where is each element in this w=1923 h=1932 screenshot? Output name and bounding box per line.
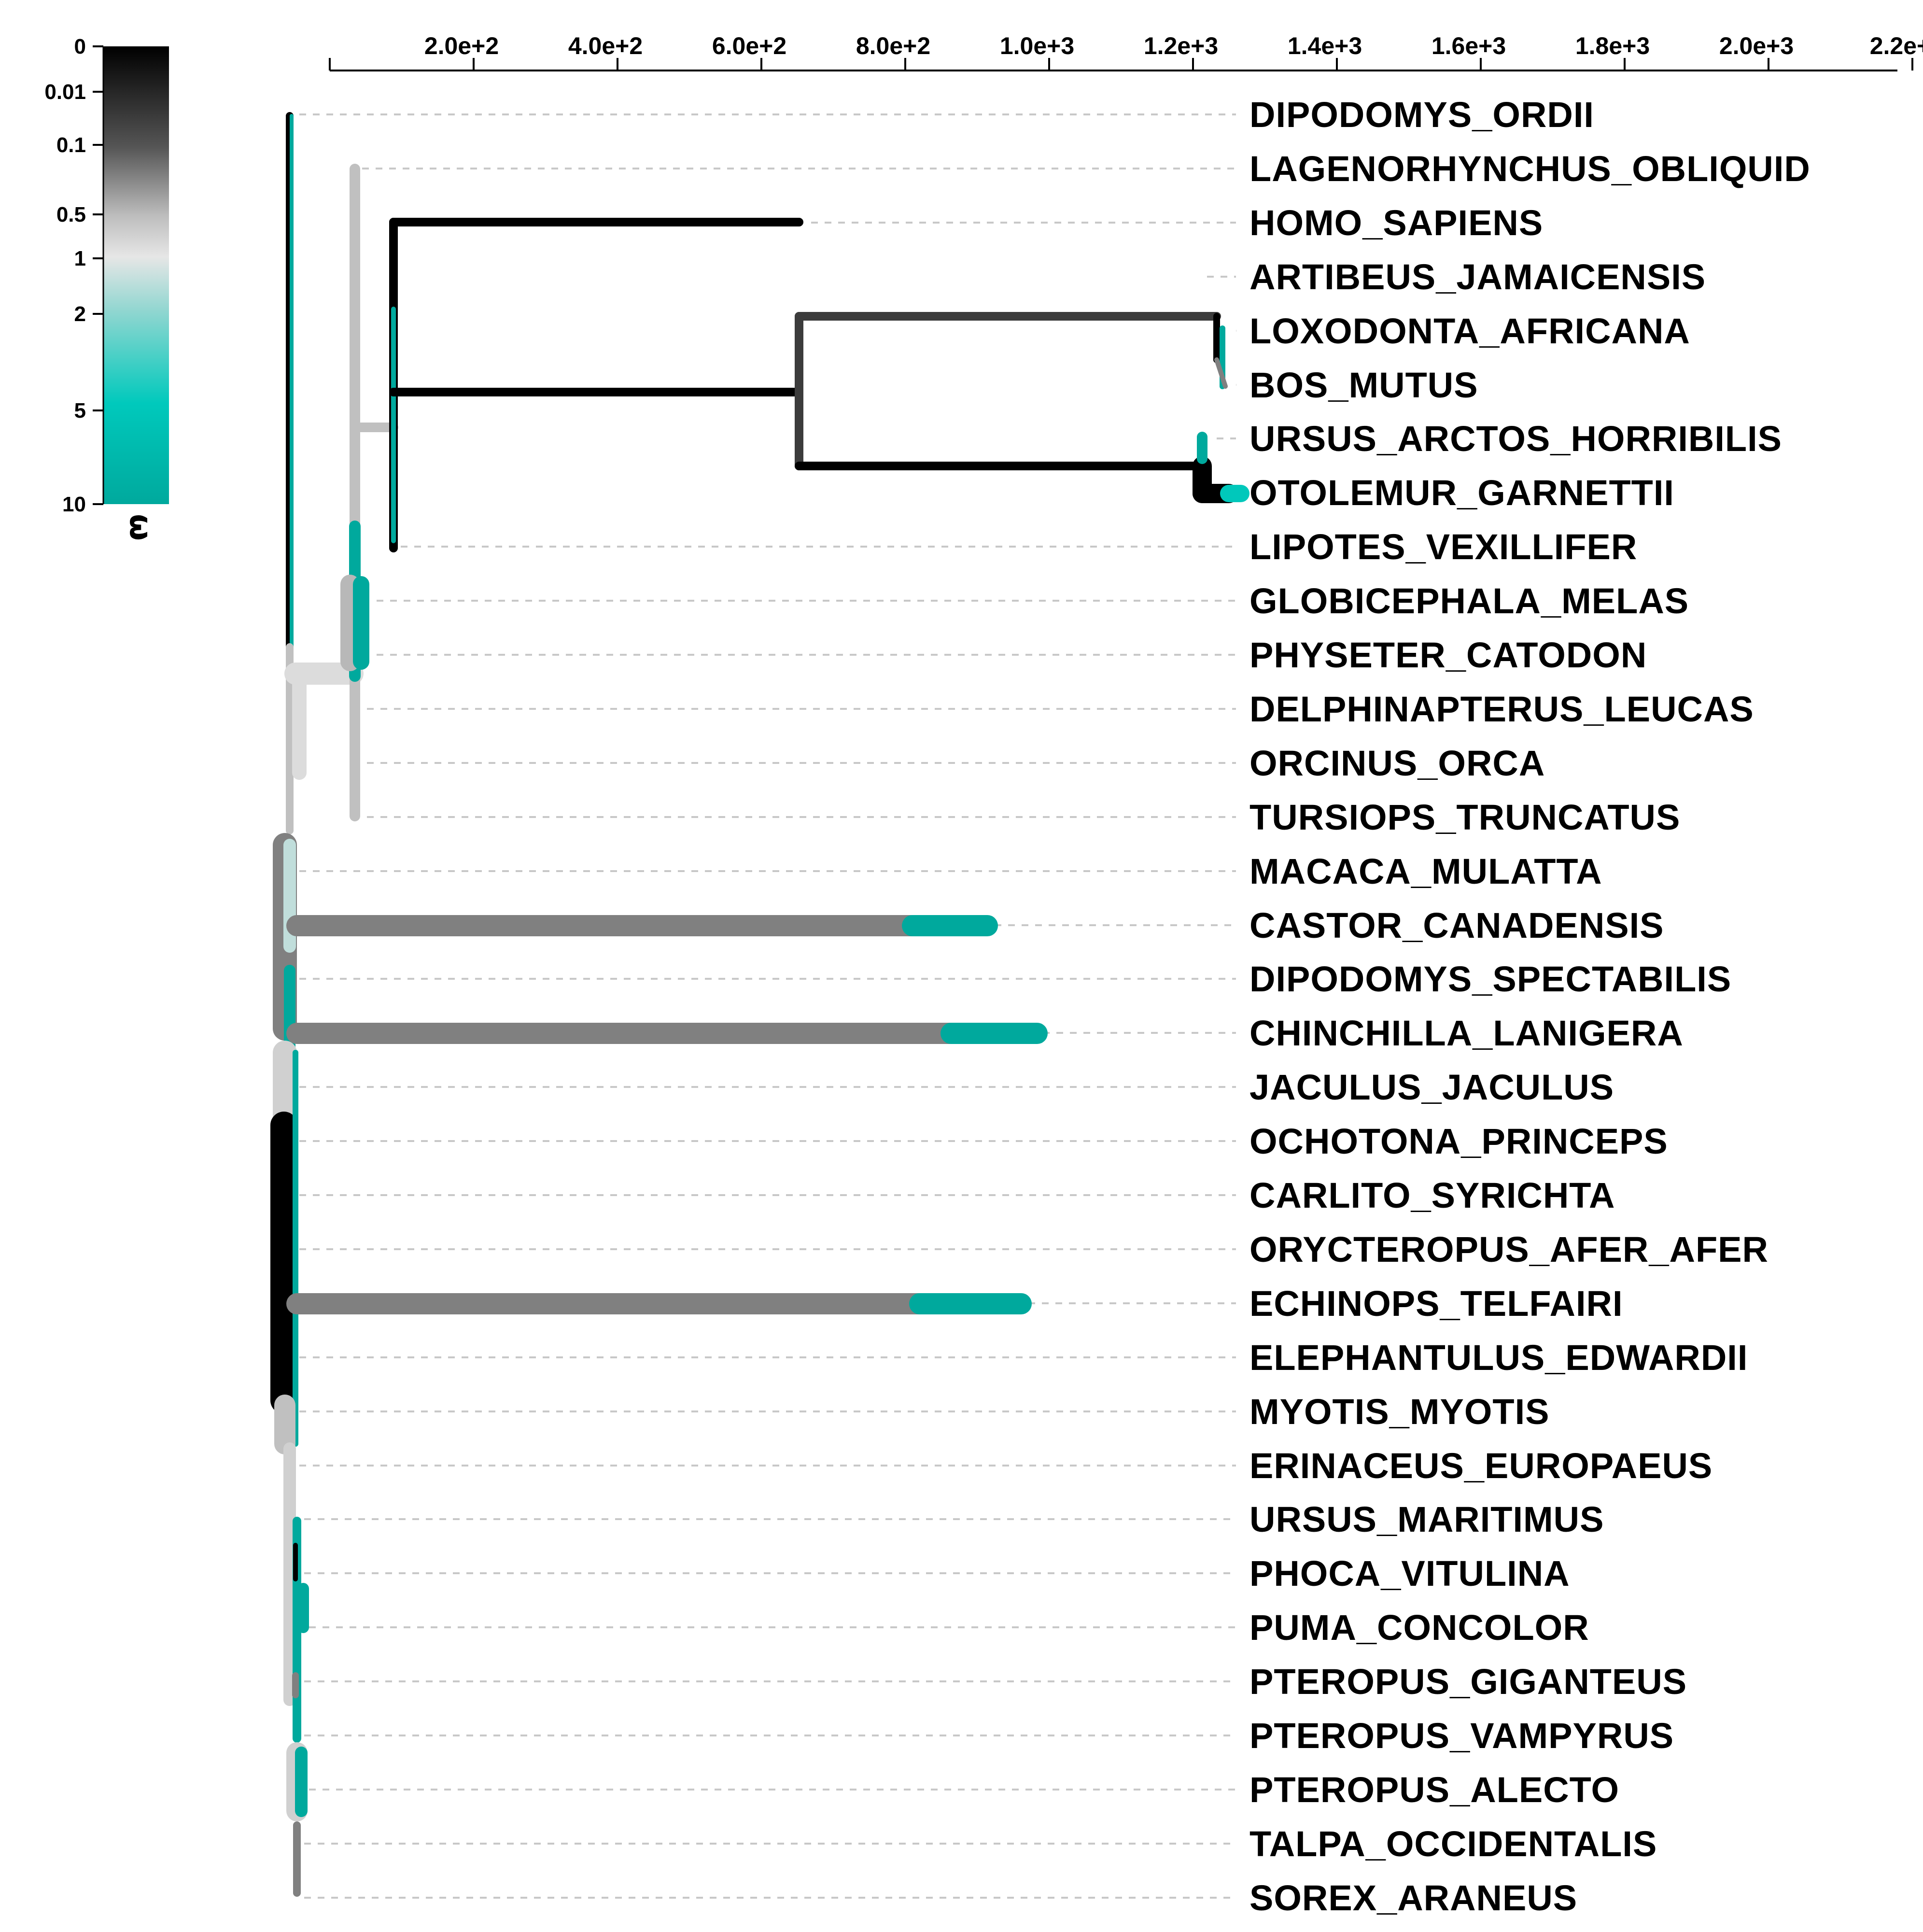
bos-tip [1214, 357, 1228, 389]
omega-legend: 0 0.01 0.1 0.5 1 2 5 10 ω [44, 35, 169, 541]
leaf-label: PTEROPUS_GIGANTEUS [1249, 1662, 1687, 1702]
axis-tick-label: 2.2e+ [1870, 32, 1923, 59]
leaf-label: TURSIOPS_TRUNCATUS [1249, 797, 1680, 837]
leaf-label: MACACA_MULATTA [1249, 851, 1602, 891]
leaf-label: ELEPHANTULUS_EDWARDII [1249, 1338, 1748, 1378]
axis-tick-label: 2.0e+2 [424, 32, 499, 59]
axis-tick-label: 8.0e+2 [856, 32, 930, 59]
omega-legend-tick-label: 5 [74, 399, 86, 423]
leaf-label: LOXODONTA_AFRICANA [1249, 311, 1690, 351]
leaf-label: ECHINOPS_TELFAIRI [1249, 1283, 1623, 1324]
axis-tick-label: 1.0e+3 [1000, 32, 1074, 59]
time-axis: 2.0e+2 4.0e+2 6.0e+2 8.0e+2 1.0e+3 1.2e+3 1.4e… [329, 32, 1923, 71]
omega-legend-tick-label: 0.5 [56, 203, 86, 226]
leaf-label: URSUS_MARITIMUS [1249, 1499, 1604, 1539]
leaf-label: PHYSETER_CATODON [1249, 635, 1647, 675]
axis-tick-label: 2.0e+3 [1719, 32, 1794, 59]
leaf-label: LIPOTES_VEXILLIFER [1249, 527, 1637, 567]
leaf-label: CARLITO_SYRICHTA [1249, 1175, 1615, 1215]
leaf-label: PTEROPUS_ALECTO [1249, 1770, 1619, 1810]
omega-colorbar [103, 46, 169, 504]
axis-tick-label: 1.6e+3 [1432, 32, 1506, 59]
leaf-label: PUMA_CONCOLOR [1249, 1608, 1589, 1648]
leaf-label: URSUS_ARCTOS_HORRIBILIS [1249, 419, 1782, 459]
leaf-label: OTOLEMUR_GARNETTII [1249, 473, 1674, 513]
leaf-label: PTEROPUS_VAMPYRUS [1249, 1716, 1674, 1756]
axis-tick-label: 6.0e+2 [712, 32, 786, 59]
leaf-label: HOMO_SAPIENS [1249, 203, 1543, 243]
leaf-label: GLOBICEPHALA_MELAS [1249, 581, 1689, 621]
leaf-label: OCHOTONA_PRINCEPS [1249, 1121, 1668, 1161]
leaf-label: CHINCHILLA_LANIGERA [1249, 1013, 1684, 1053]
leaf-label: PHOCA_VITULINA [1249, 1553, 1570, 1594]
leaf-labels: DIPODOMYS_ORDII LAGENORHYNCHUS_OBLIQUID HO… [1249, 95, 1811, 1918]
leaf-label: DIPODOMYS_SPECTABILIS [1249, 959, 1731, 999]
leaf-label: JACULUS_JACULUS [1249, 1067, 1614, 1107]
leaf-label: ERINACEUS_EUROPAEUS [1249, 1446, 1712, 1486]
omega-legend-ticks: 0 0.01 0.1 0.5 1 2 5 10 [44, 35, 104, 516]
omega-legend-tick-label: 2 [74, 302, 86, 326]
leaf-label: ORYCTEROPUS_AFER_AFER [1249, 1229, 1769, 1269]
leaf-label: LAGENORHYNCHUS_OBLIQUID [1249, 149, 1811, 189]
omega-legend-tick-label: 1 [74, 247, 86, 270]
leaf-label: CASTOR_CANADENSIS [1249, 905, 1664, 945]
leaf-label: SOREX_ARANEUS [1249, 1878, 1577, 1918]
omega-legend-tick-label: 0.1 [56, 133, 86, 157]
tree-branches [270, 112, 1249, 1897]
leaf-label: DIPODOMYS_ORDII [1249, 95, 1594, 135]
omega-legend-tick-label: 10 [62, 493, 86, 516]
leaf-guides [299, 113, 1246, 1899]
leaf-label: TALPA_OCCIDENTALIS [1249, 1824, 1657, 1864]
axis-tick-label: 4.0e+2 [568, 32, 643, 59]
leaf-label: DELPHINAPTERUS_LEUCAS [1249, 689, 1754, 729]
leaf-label: ARTIBEUS_JAMAICENSIS [1249, 257, 1706, 297]
omega-legend-tick-label: 0.01 [44, 80, 86, 104]
axis-ticks: 2.0e+2 4.0e+2 6.0e+2 8.0e+2 1.0e+3 1.2e+3 1.4e… [329, 32, 1923, 71]
omega-legend-title: ω [123, 514, 158, 541]
leaf-label: MYOTIS_MYOTIS [1249, 1392, 1550, 1432]
leaf-label: BOS_MUTUS [1249, 365, 1478, 405]
leaf-label: ORCINUS_ORCA [1249, 743, 1545, 783]
axis-tick-label: 1.2e+3 [1144, 32, 1218, 59]
axis-tick-label: 1.8e+3 [1575, 32, 1650, 59]
omega-legend-tick-label: 0 [74, 35, 86, 58]
axis-tick-label: 1.4e+3 [1288, 32, 1362, 59]
